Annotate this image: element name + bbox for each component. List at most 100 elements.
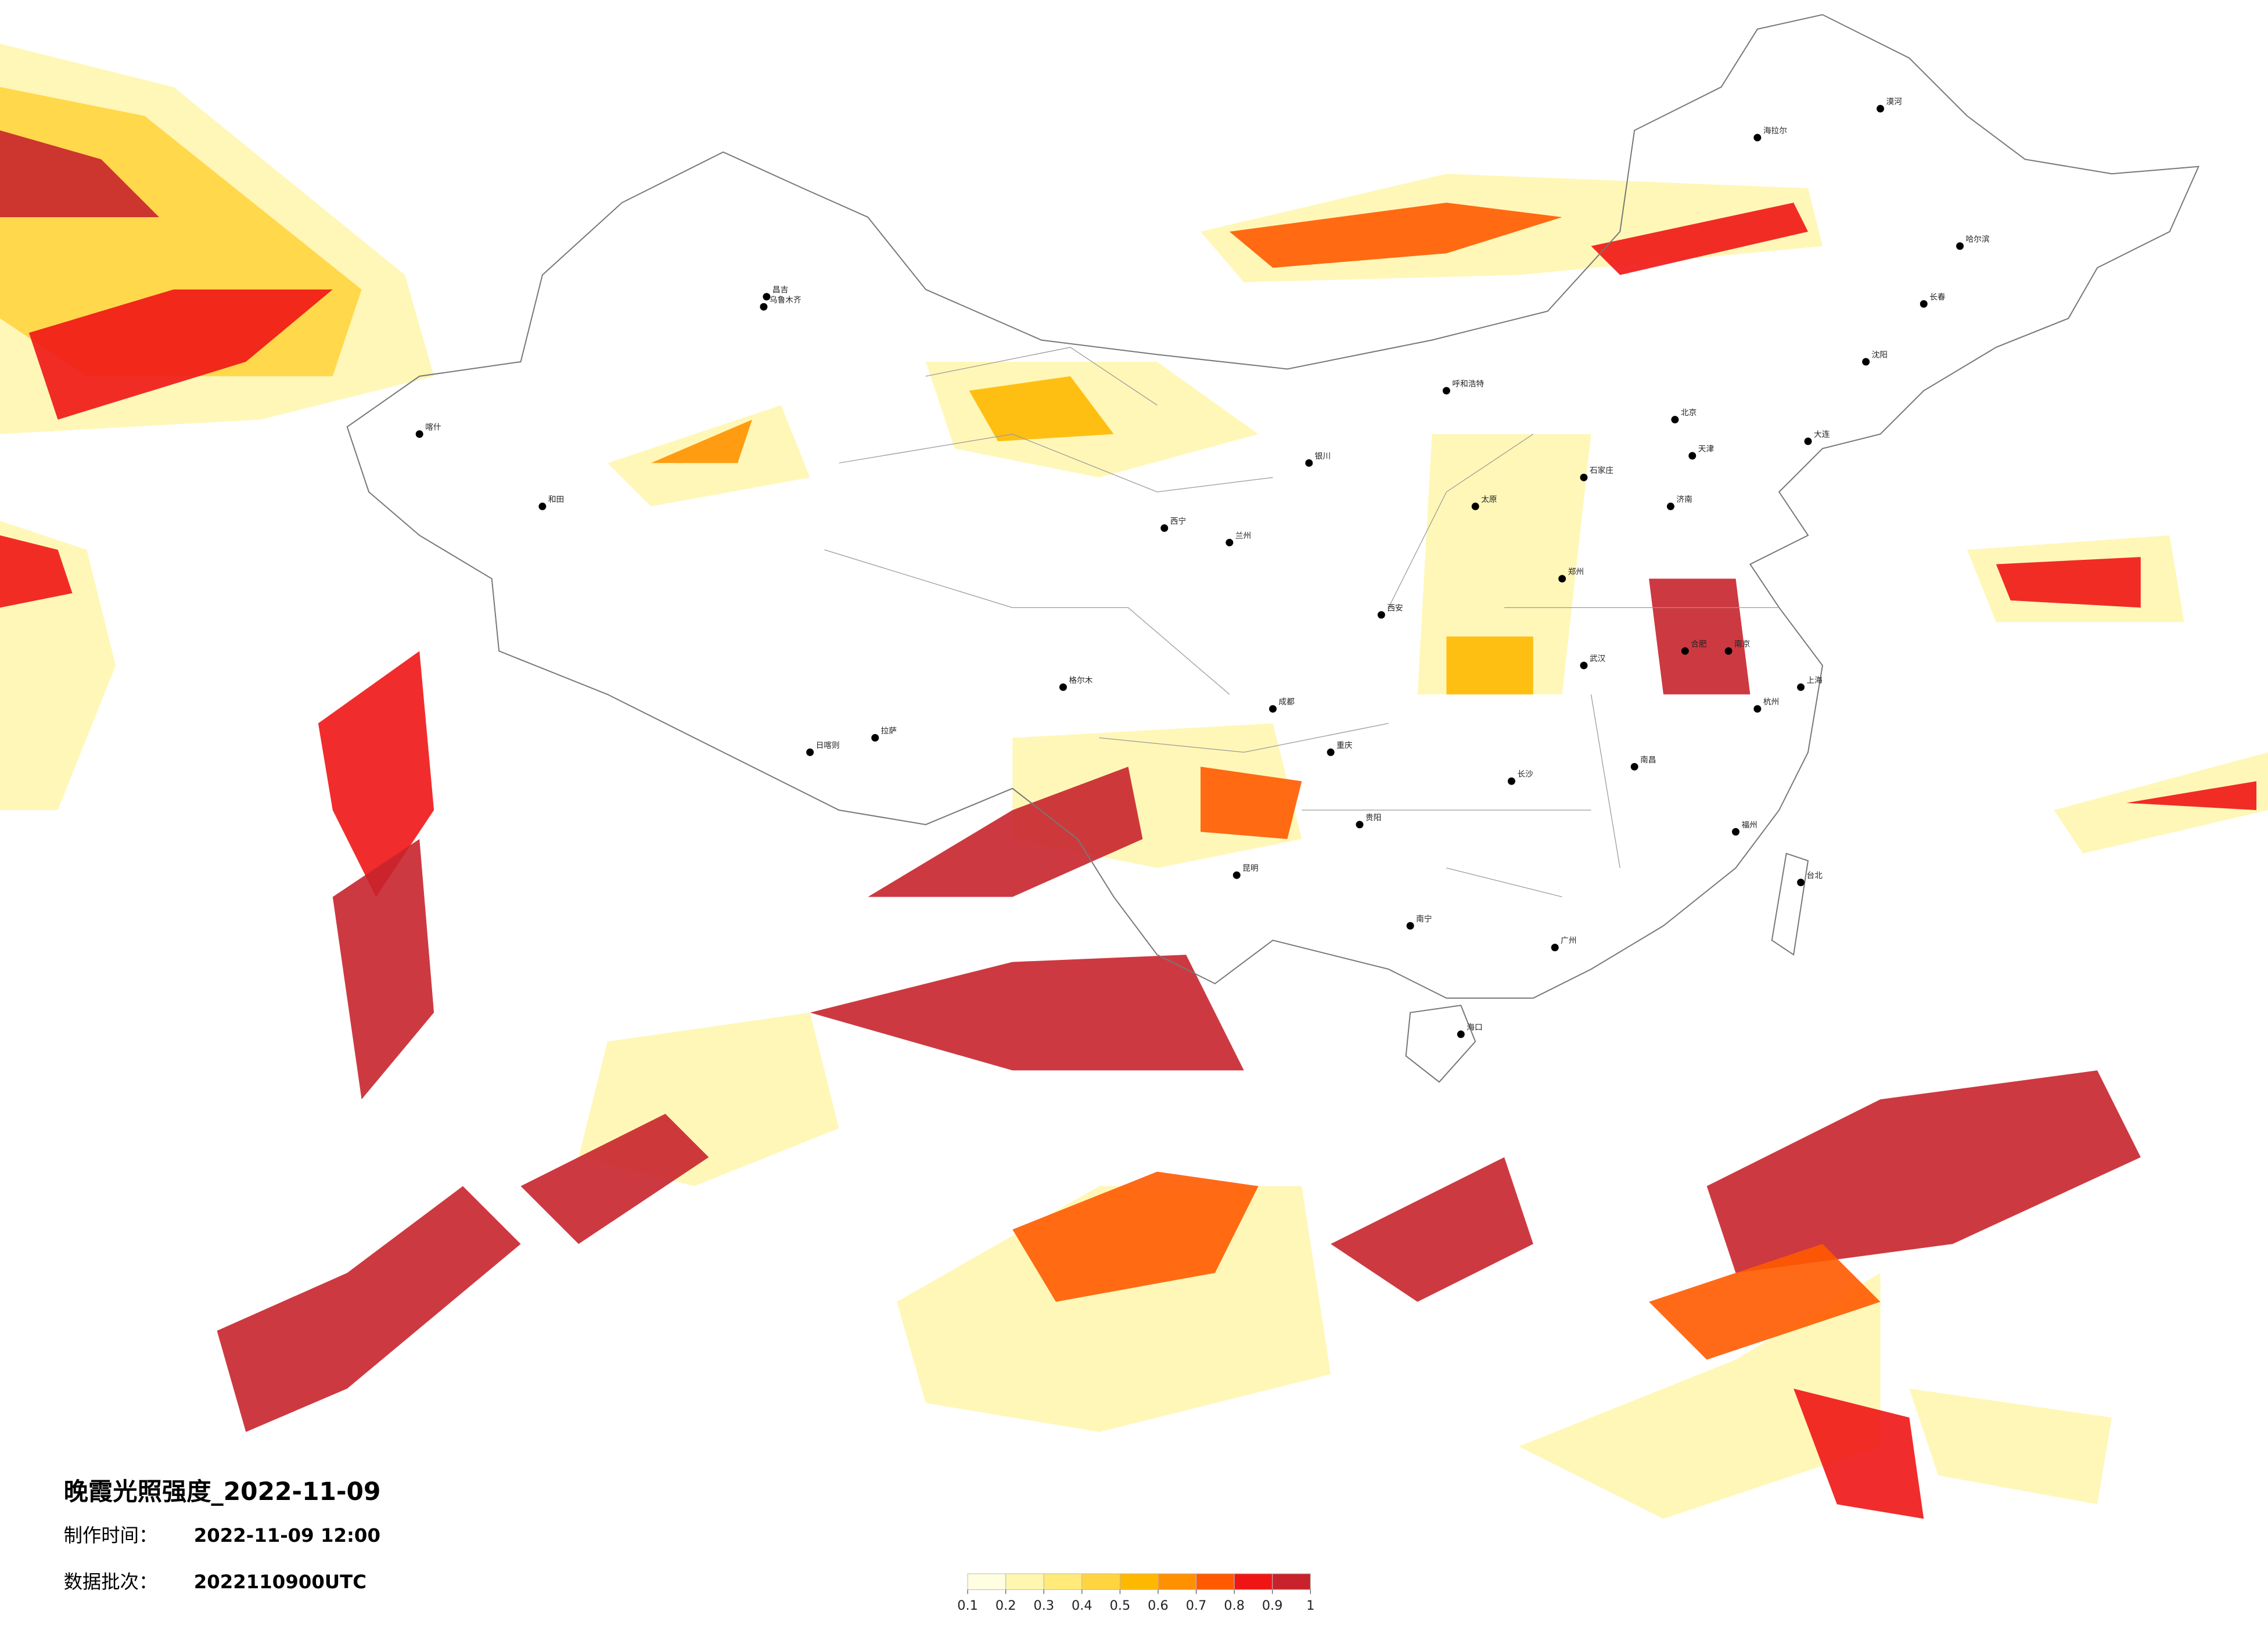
city-label: 太原 [1481, 495, 1497, 505]
city-dot [1508, 777, 1515, 785]
city-label: 郑州 [1568, 567, 1584, 577]
heat-patch [217, 1186, 521, 1432]
legend-tick-label: 0.5 [1110, 1598, 1131, 1613]
city-label: 广州 [1561, 936, 1576, 945]
city-label: 武汉 [1590, 654, 1606, 664]
city-label: 乌鲁木齐 [770, 296, 801, 305]
city-dot [1804, 437, 1812, 445]
heat-patch [1909, 1388, 2112, 1505]
heat-layer [0, 44, 2268, 1519]
city-dot [1681, 647, 1689, 655]
city-label: 大连 [1814, 430, 1830, 439]
legend-swatch [1043, 1573, 1083, 1590]
china-border [346, 14, 2200, 999]
legend-swatch [1234, 1573, 1273, 1590]
city-dot [1688, 452, 1696, 460]
city-label: 北京 [1681, 408, 1696, 418]
legend-tick-label: 0.7 [1186, 1598, 1207, 1613]
city-label: 合肥 [1691, 640, 1707, 649]
city-dot [760, 303, 768, 311]
city-label: 杭州 [1763, 697, 1779, 707]
city-label: 长春 [1929, 293, 1946, 302]
city-dot [806, 748, 814, 756]
city-dot [1753, 134, 1762, 142]
city-label: 格尔木 [1069, 676, 1092, 685]
heat-patch [868, 767, 1143, 897]
city-label: 昌吉 [772, 285, 788, 294]
city-label: 济南 [1676, 495, 1692, 505]
heat-patch [2126, 781, 2257, 811]
province-borders [824, 347, 1780, 898]
city-dot [1920, 300, 1928, 308]
city-label: 天津 [1698, 444, 1715, 454]
legend-swatch [1196, 1573, 1235, 1590]
legend-tick-label: 1 [1306, 1598, 1314, 1613]
city-label: 贵阳 [1365, 813, 1381, 822]
city-label: 日喀则 [816, 741, 840, 750]
map-title: 晚霞光照强度_2022-11-09 [64, 1477, 381, 1506]
city-dot [1630, 762, 1638, 771]
city-dot [1327, 748, 1335, 756]
heat-patch [650, 419, 753, 463]
city-dot [1356, 821, 1364, 829]
made-value: 2022-11-09 12:00 [194, 1524, 380, 1546]
city-dot [1406, 922, 1414, 930]
heat-patch [318, 651, 434, 897]
heat-patch [1649, 578, 1751, 695]
heat-patch [1229, 203, 1562, 268]
city-dot [1232, 871, 1241, 879]
legend-tick-label: 0.1 [957, 1598, 978, 1613]
city-label: 成都 [1279, 697, 1295, 707]
city-label: 福州 [1741, 821, 1757, 830]
city-label: 哈尔滨 [1965, 235, 1989, 244]
heat-patch [1417, 434, 1591, 695]
city-label: 沈阳 [1872, 351, 1888, 360]
city-label: 石家庄 [1590, 466, 1613, 476]
city-dot [1877, 105, 1885, 113]
city-dot [1442, 387, 1450, 395]
city-dot [1471, 502, 1479, 510]
heat-patch [0, 130, 159, 217]
city-label: 海口 [1467, 1023, 1482, 1033]
city-label: 南昌 [1640, 756, 1656, 765]
city-dot [538, 502, 547, 510]
legend-swatch [967, 1573, 1007, 1590]
city-dot [1666, 502, 1674, 510]
city-dot [1160, 524, 1169, 532]
legend-tick-label: 0.3 [1033, 1598, 1054, 1613]
city-label: 重庆 [1336, 741, 1353, 750]
city-label: 西宁 [1170, 516, 1186, 526]
heat-patch [1331, 1157, 1533, 1302]
city-dot [1724, 647, 1733, 655]
city-dot [1580, 661, 1588, 670]
city-dot [1862, 358, 1870, 366]
city-label: 拉萨 [881, 726, 897, 736]
legend-tick-label: 0.6 [1148, 1598, 1169, 1613]
city-label: 台北 [1807, 871, 1823, 880]
city-label: 海拉尔 [1763, 126, 1787, 135]
city-dot [1059, 683, 1067, 691]
city-label: 喀什 [425, 423, 441, 432]
city-dot [415, 430, 423, 438]
city-label: 呼和浩特 [1452, 379, 1484, 388]
city-dot [1558, 575, 1566, 583]
city-dot [1457, 1030, 1465, 1038]
city-label: 南宁 [1416, 914, 1432, 924]
city-label: 和田 [548, 495, 564, 505]
city-label: 南京 [1734, 640, 1750, 649]
city-label: 兰州 [1235, 531, 1251, 541]
legend-swatch [1272, 1573, 1311, 1590]
heat-patch [0, 535, 73, 608]
heat-patch [520, 1114, 709, 1244]
heat-patch [1591, 203, 1809, 275]
legend-swatch [1158, 1573, 1197, 1590]
city-label: 长沙 [1517, 770, 1533, 779]
city-dot [1671, 416, 1679, 424]
city-dot [1305, 459, 1313, 467]
batch-label: 数据批次： [64, 1571, 158, 1593]
city-label: 漠河 [1886, 98, 1903, 107]
city-dot [1732, 828, 1739, 836]
